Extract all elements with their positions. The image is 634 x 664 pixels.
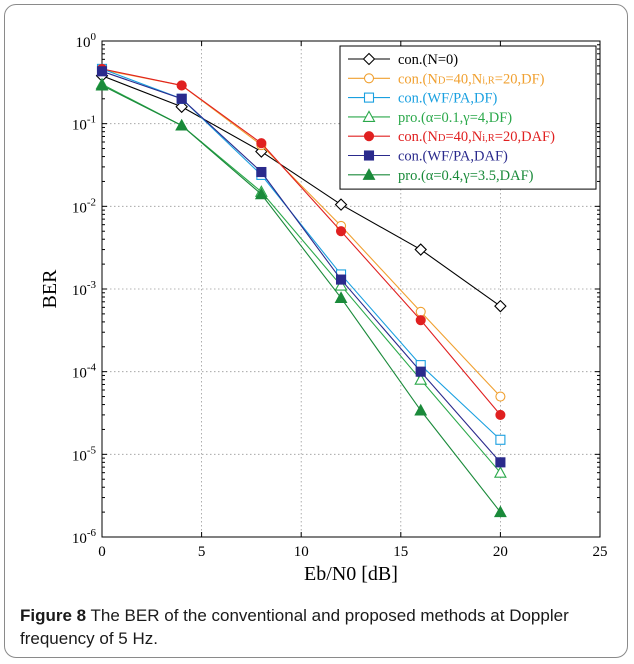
x-tick-label: 5 [198, 544, 206, 560]
series-line [101, 70, 501, 463]
data-point [335, 226, 347, 237]
x-axis-label: Eb/N0 [dB] [304, 563, 398, 585]
legend-marker [362, 110, 376, 122]
y-tick-label: 10-6 [72, 527, 97, 547]
data-point [334, 278, 348, 291]
data-point [494, 299, 507, 313]
ber-chart: 0 5 10 15 20 25 100 10-1 10-2 10-3 10-4 10-5 10-6 Eb/… [39, 31, 608, 585]
figure-caption: Figure 8 The BER of the conventional and… [20, 604, 620, 650]
y-tick-label: 10-4 [72, 362, 97, 382]
data-point [96, 66, 108, 77]
data-point [335, 274, 347, 285]
data-point [495, 434, 506, 445]
data-point [254, 187, 268, 200]
y-tick-label: 10-1 [72, 114, 96, 134]
legend: con.(N=0) con.(ND=40,Ni,R=20,DF) con.(WF/P… [339, 45, 597, 190]
y-tick-label: 10-5 [72, 444, 97, 464]
data-point [95, 78, 109, 91]
data-point [495, 409, 506, 420]
caption-label: Figure 8 [20, 606, 87, 625]
legend-label: con.(WF/PA,DF) [398, 91, 498, 107]
y-tick-label: 100 [76, 31, 97, 51]
legend-label: con.(ND=40,Ni,R=20,DAF) [398, 129, 555, 145]
data-point [415, 306, 426, 317]
legend-marker [362, 52, 376, 66]
data-point [176, 80, 187, 91]
y-tick-label: 10-3 [72, 279, 97, 299]
legend-label: pro.(α=0.1,γ=4,DF) [398, 110, 512, 126]
legend-label: con.(N=0) [398, 52, 458, 68]
data-point [414, 403, 428, 416]
x-tick-label: 0 [98, 544, 106, 560]
data-point [334, 291, 348, 303]
x-tick-label: 10 [294, 544, 309, 560]
data-point [256, 166, 267, 178]
data-point [414, 243, 427, 256]
data-point [414, 373, 428, 385]
data-point [176, 93, 187, 104]
data-point [493, 466, 507, 478]
data-point [415, 366, 426, 377]
legend-marker [363, 92, 375, 103]
y-tick-label: 10-2 [72, 196, 96, 216]
series-7 [95, 78, 507, 518]
y-axis-label: BER [39, 269, 61, 309]
series-line [101, 68, 501, 416]
series-line [101, 75, 501, 307]
data-point [175, 100, 188, 114]
legend-label: con.(ND=40,Ni,R=20,DF) [398, 71, 545, 87]
legend-marker [363, 150, 375, 161]
series-line [101, 84, 501, 513]
x-tick-label: 20 [493, 544, 508, 560]
data-point [495, 457, 506, 468]
x-tick-label: 15 [393, 544, 408, 560]
data-point [175, 118, 189, 131]
legend-marker [362, 168, 376, 180]
legend-label: pro.(α=0.4,γ=3.5,DAF) [398, 168, 534, 184]
data-point [415, 315, 426, 326]
legend-label: con.(WF/PA,DAF) [398, 149, 508, 165]
legend-box [339, 45, 597, 190]
data-point [334, 198, 348, 211]
legend-marker [363, 131, 375, 142]
legend-marker [363, 73, 375, 84]
data-point [256, 138, 267, 149]
data-point [495, 391, 506, 402]
data-point [493, 505, 507, 518]
series-6 [96, 66, 506, 468]
caption-text: The BER of the conventional and proposed… [20, 606, 569, 648]
x-tick-label: 25 [593, 544, 608, 560]
